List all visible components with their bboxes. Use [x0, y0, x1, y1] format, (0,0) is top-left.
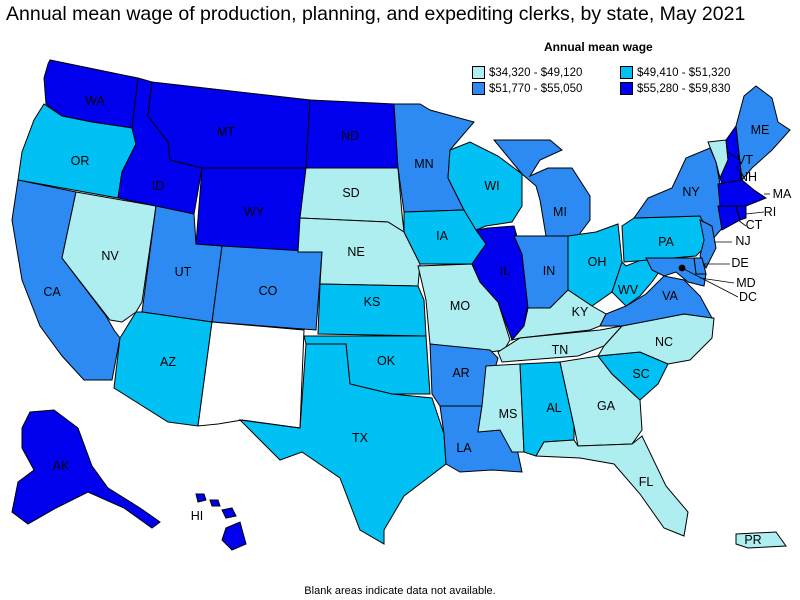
leader-line [736, 165, 742, 177]
legend-swatch-4 [620, 82, 633, 95]
legend-label-2: $49,410 - $51,320 [637, 66, 731, 79]
state-label-md: MD [736, 276, 755, 290]
state-label-ny: NY [682, 185, 700, 199]
state-label-sc: SC [632, 367, 649, 381]
state-label-ri: RI [764, 205, 777, 219]
state-label-in: IN [543, 264, 556, 278]
state-fl[interactable] [535, 435, 689, 537]
legend-label-3: $51,770 - $55,050 [489, 82, 583, 95]
state-label-ak: AK [53, 459, 70, 473]
state-label-ut: UT [175, 265, 192, 279]
state-tx[interactable] [238, 343, 447, 545]
state-label-fl: FL [639, 475, 654, 489]
state-label-ga: GA [597, 399, 616, 413]
state-pr[interactable] [735, 531, 787, 549]
state-label-nd: ND [341, 129, 359, 143]
state-label-hi: HI [191, 509, 204, 523]
state-nm[interactable] [197, 321, 305, 429]
state-label-mi: MI [553, 205, 567, 219]
state-label-sd: SD [342, 186, 359, 200]
state-label-al: AL [546, 401, 561, 415]
leader-line [727, 151, 741, 161]
state-label-va: VA [662, 289, 678, 303]
leader-line [699, 277, 735, 284]
legend-item-3: $51,770 - $55,050 [472, 82, 582, 95]
state-label-tx: TX [352, 431, 369, 445]
state-label-pa: PA [658, 235, 674, 249]
state-label-ia: IA [436, 229, 448, 243]
leader-line [681, 267, 739, 298]
state-label-dc: DC [739, 290, 757, 304]
chart-title: Annual mean wage of production, planning… [6, 3, 746, 25]
state-label-la: LA [456, 441, 472, 455]
state-label-oh: OH [588, 255, 607, 269]
state-label-wv: WV [618, 283, 639, 297]
state-label-ne: NE [347, 245, 364, 259]
footnote: Blank areas indicate data not available. [304, 585, 496, 597]
state-label-ms: MS [499, 407, 518, 421]
state-hi[interactable] [195, 493, 247, 551]
legend-item-2: $49,410 - $51,320 [620, 66, 730, 79]
state-label-pr: PR [744, 533, 761, 547]
state-label-co: CO [259, 284, 278, 298]
leader-line [745, 211, 765, 215]
state-label-ct: CT [746, 218, 763, 232]
state-va[interactable] [599, 275, 713, 327]
state-me[interactable] [735, 85, 791, 182]
legend-title: Annual mean wage [544, 40, 653, 54]
state-label-wi: WI [484, 179, 499, 193]
state-ak[interactable] [11, 409, 161, 529]
state-az[interactable] [113, 311, 213, 427]
state-label-me: ME [751, 123, 770, 137]
legend-swatch-1 [472, 66, 485, 79]
state-label-nj: NJ [735, 234, 750, 248]
state-label-nc: NC [655, 335, 673, 349]
state-md[interactable] [645, 257, 707, 287]
state-label-mn: MN [414, 157, 433, 171]
state-label-ar: AR [452, 366, 469, 380]
state-label-ca: CA [43, 285, 61, 299]
state-label-ok: OK [377, 354, 396, 368]
state-mi[interactable] [492, 139, 591, 237]
state-label-ks: KS [364, 295, 381, 309]
state-label-id: ID [152, 179, 165, 193]
state-label-ky: KY [572, 305, 589, 319]
state-label-tn: TN [552, 343, 569, 357]
legend-label-1: $34,320 - $49,120 [489, 66, 583, 79]
state-label-de: DE [731, 256, 748, 270]
legend-swatch-3 [472, 82, 485, 95]
state-label-wy: WY [244, 205, 265, 219]
state-label-il: IL [500, 264, 510, 278]
state-wi[interactable] [447, 141, 523, 231]
state-label-or: OR [71, 154, 90, 168]
dc-marker-dot [678, 264, 686, 272]
legend-item-4: $55,280 - $59,830 [620, 82, 730, 95]
legend-label-4: $55,280 - $59,830 [637, 82, 731, 95]
state-ct[interactable] [717, 205, 741, 231]
state-label-wa: WA [85, 94, 105, 108]
state-label-az: AZ [160, 355, 176, 369]
state-label-nh: NH [739, 170, 757, 184]
state-label-mt: MT [217, 125, 235, 139]
state-nj[interactable] [699, 219, 717, 270]
state-label-mo: MO [450, 299, 470, 313]
legend-swatch-2 [620, 66, 633, 79]
state-ky[interactable] [510, 289, 607, 341]
state-label-ma: MA [773, 187, 792, 201]
legend-item-1: $34,320 - $49,120 [472, 66, 582, 79]
state-ks[interactable] [317, 283, 427, 337]
state-label-vt: VT [737, 153, 753, 167]
state-co[interactable] [211, 245, 323, 331]
leader-line [737, 219, 747, 227]
state-label-nv: NV [101, 249, 119, 263]
